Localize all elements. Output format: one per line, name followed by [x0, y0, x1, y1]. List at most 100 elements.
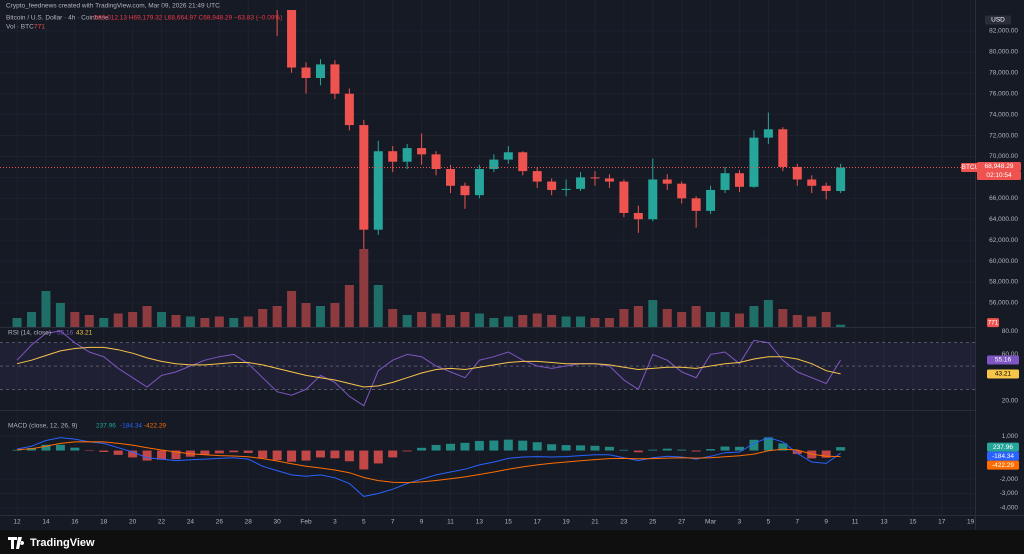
- macd-histogram: [547, 444, 557, 451]
- volume-bar: [619, 309, 629, 327]
- x-tick-label: Mar: [705, 519, 717, 526]
- y-tick-label: 58,000.00: [989, 279, 1018, 286]
- candle-body: [836, 167, 846, 191]
- legend-value: 237.96: [96, 423, 116, 430]
- x-tick-label: 24: [187, 519, 195, 526]
- legend-value: -184.34: [120, 423, 142, 430]
- candle-body: [691, 198, 701, 211]
- x-tick-label: 30: [274, 519, 282, 526]
- series-line: [16, 330, 842, 407]
- currency-badge: USD: [985, 15, 1011, 25]
- macd-histogram: [99, 450, 109, 452]
- candle-body: [576, 177, 586, 189]
- price-badge: 68,948.29: [977, 161, 1021, 171]
- candle-body: [677, 183, 687, 199]
- value-badge-text: -184.34: [992, 453, 1014, 460]
- x-tick-label: 27: [678, 519, 686, 526]
- volume-bar: [431, 313, 441, 327]
- candles: [276, 10, 846, 262]
- volume-bar: [373, 285, 383, 327]
- x-tick-label: 12: [13, 519, 21, 526]
- candle-body: [706, 189, 716, 211]
- macd-histogram: [431, 444, 441, 451]
- footer: [0, 530, 1024, 554]
- x-tick-label: 15: [909, 519, 917, 526]
- volume-badge-bg: [987, 318, 999, 328]
- candle-body: [734, 173, 744, 187]
- volume-bar: [561, 316, 571, 327]
- volume-bar: [518, 315, 528, 327]
- macd-histogram: [55, 444, 65, 451]
- macd-histogram: [662, 448, 672, 451]
- macd-histogram: [417, 447, 427, 451]
- volume-bar: [113, 313, 123, 327]
- volume-bar: [590, 318, 600, 327]
- macd-histogram: [836, 447, 846, 451]
- candle-body: [518, 152, 528, 172]
- volume-bar: [26, 312, 36, 327]
- volume-bar: [821, 312, 831, 327]
- volume-bar: [258, 309, 268, 327]
- y-tick-label: 72,000.00: [989, 132, 1018, 139]
- x-tick-label: 19: [967, 519, 975, 526]
- macd-histogram: [590, 445, 600, 451]
- volume-bar: [330, 303, 340, 327]
- value-badge-text: 237.96: [993, 444, 1013, 451]
- y-tick-label: 80,000.00: [989, 49, 1018, 56]
- y-tick-label: 78,000.00: [989, 69, 1018, 76]
- candle-body: [373, 151, 383, 230]
- value-badge-text: 43.21: [995, 371, 1012, 378]
- macd-histogram: [287, 450, 297, 462]
- value-badge: -422.29: [987, 460, 1019, 470]
- candle-body: [344, 93, 354, 126]
- y-tick-label: 74,000.00: [989, 111, 1018, 118]
- candle-body: [474, 169, 484, 196]
- candle-body: [315, 64, 325, 79]
- x-tick-label: 13: [476, 519, 484, 526]
- volume-bar: [677, 312, 687, 327]
- candle-body: [662, 179, 672, 184]
- macd-histogram: [388, 450, 398, 458]
- volume-bar: [229, 318, 239, 327]
- volume-bar: [460, 312, 470, 327]
- logo-icon: [8, 537, 25, 549]
- value-badge: 43.21: [987, 369, 1019, 379]
- x-tick-label: 3: [738, 519, 742, 526]
- y-tick-label: 66,000.00: [989, 195, 1018, 202]
- y-tick-label: 1,000: [1002, 433, 1019, 440]
- volume-bar: [55, 303, 65, 327]
- volume-bar: [315, 306, 325, 327]
- macd-histogram: [171, 450, 181, 460]
- macd-title: MACD (close, 12, 26, 9): [8, 423, 77, 430]
- macd-histogram: [734, 446, 744, 451]
- volume-bar: [792, 315, 802, 327]
- macd-histogram: [344, 450, 354, 462]
- macd-histogram: [84, 450, 94, 452]
- volume-bar: [763, 300, 773, 327]
- candle-body: [417, 148, 427, 155]
- macd-histogram: [301, 450, 311, 461]
- y-tick-label: -4,000: [1000, 505, 1019, 512]
- volume-bar: [807, 316, 817, 327]
- y-tick-label: 60.00: [1002, 351, 1019, 358]
- y-tick-label: -3,000: [1000, 490, 1019, 497]
- macd-histogram: [633, 450, 643, 453]
- volume-bar: [142, 306, 152, 327]
- macd-histogram: [113, 450, 123, 455]
- volume-bar: [446, 315, 456, 327]
- macd-histogram: [503, 439, 513, 451]
- macd-histogram: [576, 445, 586, 451]
- macd-histogram: [359, 450, 369, 470]
- volume-bar: [691, 306, 701, 327]
- value-badge-bg: [987, 451, 1019, 461]
- candle-body: [446, 169, 456, 186]
- volume-bar: [70, 312, 80, 327]
- candle-body: [460, 185, 470, 196]
- macd-histogram: [330, 450, 340, 459]
- volume-bar: [12, 318, 22, 327]
- volume-bar: [128, 312, 138, 327]
- macd-histogram: [460, 442, 470, 451]
- macd-histogram: [619, 449, 629, 451]
- x-tick-label: 17: [534, 519, 542, 526]
- volume-bar: [648, 300, 658, 327]
